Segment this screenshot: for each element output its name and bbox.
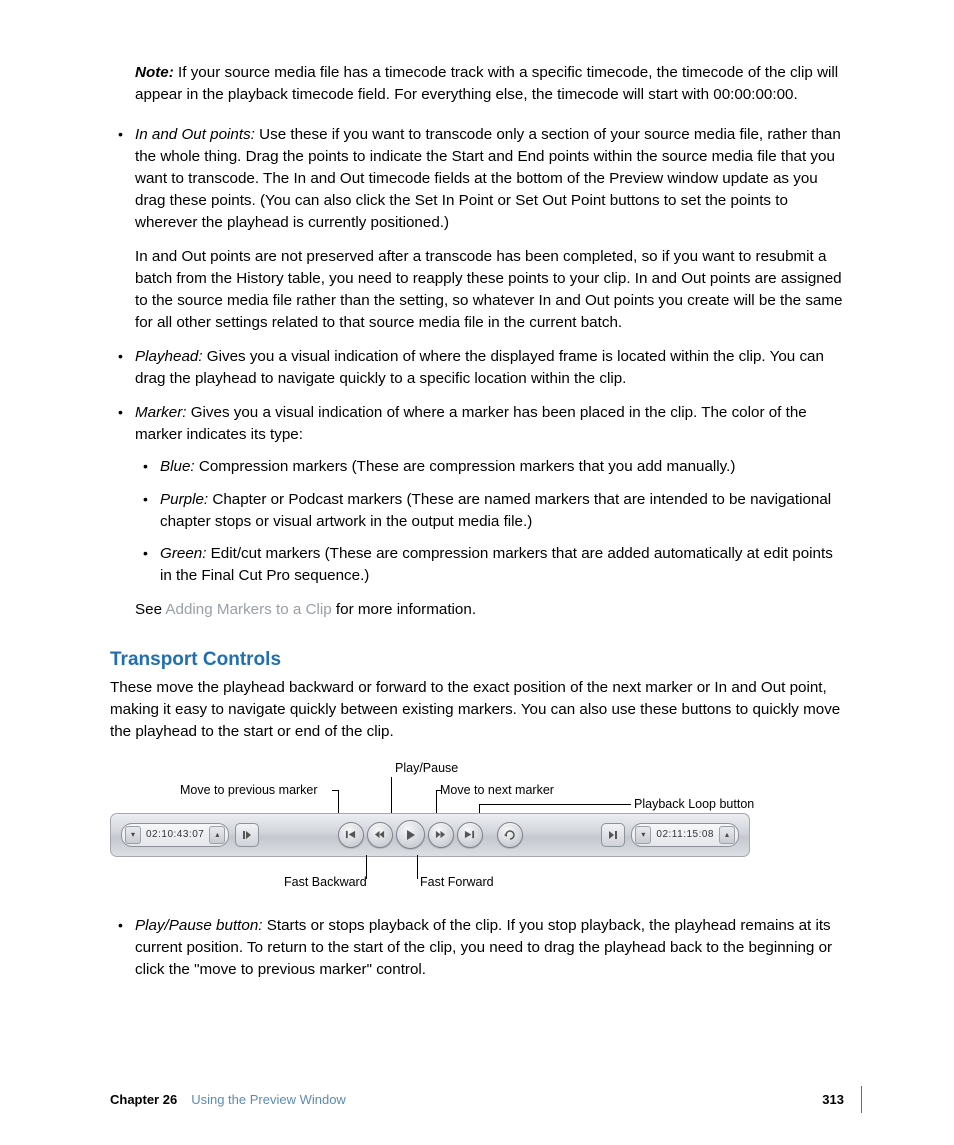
sub-green: Green: Edit/cut markers (These are compr… [135,543,844,587]
chapter-title: Using the Preview Window [191,1092,346,1107]
text-purple: Chapter or Podcast markers (These are na… [160,491,831,530]
label-loop: Playback Loop button [634,797,754,811]
tc-left-stepper-icon[interactable]: ▾ [635,826,651,844]
page-footer: Chapter 26 Using the Preview Window 313 [110,1092,844,1107]
note-block: Note: If your source media file has a ti… [135,62,844,106]
transport-diagram: Play/Pause Move to previous marker Move … [110,761,844,893]
section-heading: Transport Controls [110,649,844,671]
text-marker: Gives you a visual indication of where a… [135,404,807,443]
see-prefix: See [135,601,165,618]
text-green: Edit/cut markers (These are compression … [160,545,833,584]
term-play-pause: Play/Pause button: [135,917,263,934]
text-playhead: Gives you a visual indication of where t… [135,348,824,387]
out-timecode-text: 02:11:15:08 [651,829,719,840]
next-marker-button[interactable] [457,822,483,848]
bullet-play-pause: Play/Pause button: Starts or stops playb… [110,915,844,981]
in-timecode-field[interactable]: ▾ 02:10:43:07 ▴ [121,823,229,847]
bullet-list: In and Out points: Use these if you want… [110,124,844,621]
fast-backward-button[interactable] [367,822,393,848]
center-controls [259,820,601,849]
text-blue: Compression markers (These are compressi… [199,458,736,475]
see-suffix: for more information. [332,601,476,618]
fast-forward-button[interactable] [428,822,454,848]
set-out-point-button[interactable] [601,823,625,847]
see-link[interactable]: Adding Markers to a Clip [165,601,331,618]
label-row-top: Play/Pause Move to previous marker Move … [110,761,844,813]
prev-marker-button[interactable] [338,822,364,848]
play-pause-button[interactable] [396,820,425,849]
term-playhead: Playhead: [135,348,203,365]
marker-sublist: Blue: Compression markers (These are com… [135,456,844,586]
note-text: If your source media file has a timecode… [135,64,838,103]
transport-bar: ▾ 02:10:43:07 ▴ [110,813,750,857]
set-in-point-button[interactable] [235,823,259,847]
out-timecode-field[interactable]: ▾ 02:11:15:08 ▴ [631,823,739,847]
page: Note: If your source media file has a ti… [0,0,954,1145]
bullet-list-2: Play/Pause button: Starts or stops playb… [110,915,844,981]
section-intro: These move the playhead backward or forw… [110,677,844,743]
term-purple: Purple: [160,491,208,508]
label-next-marker: Move to next marker [440,783,554,797]
page-number: 313 [822,1092,844,1107]
label-row-bottom: Fast Backward Fast Forward [110,857,844,893]
label-play-pause: Play/Pause [395,761,458,775]
term-blue: Blue: [160,458,195,475]
tc-left-stepper-icon[interactable]: ▾ [125,826,141,844]
term-in-out: In and Out points: [135,126,255,143]
footer-rule [861,1086,863,1113]
label-fast-fwd: Fast Forward [420,875,494,889]
bullet-playhead: Playhead: Gives you a visual indication … [110,346,844,390]
note-label: Note: [135,64,174,81]
extra-in-out: In and Out points are not preserved afte… [135,246,844,334]
bullet-marker: Marker: Gives you a visual indication of… [110,402,844,620]
term-green: Green: [160,545,206,562]
in-timecode-text: 02:10:43:07 [141,829,209,840]
label-fast-back: Fast Backward [284,875,367,889]
term-marker: Marker: [135,404,186,421]
label-prev-marker: Move to previous marker [180,783,318,797]
see-line: See Adding Markers to a Clip for more in… [135,599,844,621]
sub-blue: Blue: Compression markers (These are com… [135,456,844,478]
tc-right-stepper-icon[interactable]: ▴ [209,826,225,844]
tc-right-stepper-icon[interactable]: ▴ [719,826,735,844]
playback-loop-button[interactable] [497,822,523,848]
bullet-in-out: In and Out points: Use these if you want… [110,124,844,334]
sub-purple: Purple: Chapter or Podcast markers (Thes… [135,489,844,533]
chapter-label: Chapter 26 [110,1092,177,1107]
